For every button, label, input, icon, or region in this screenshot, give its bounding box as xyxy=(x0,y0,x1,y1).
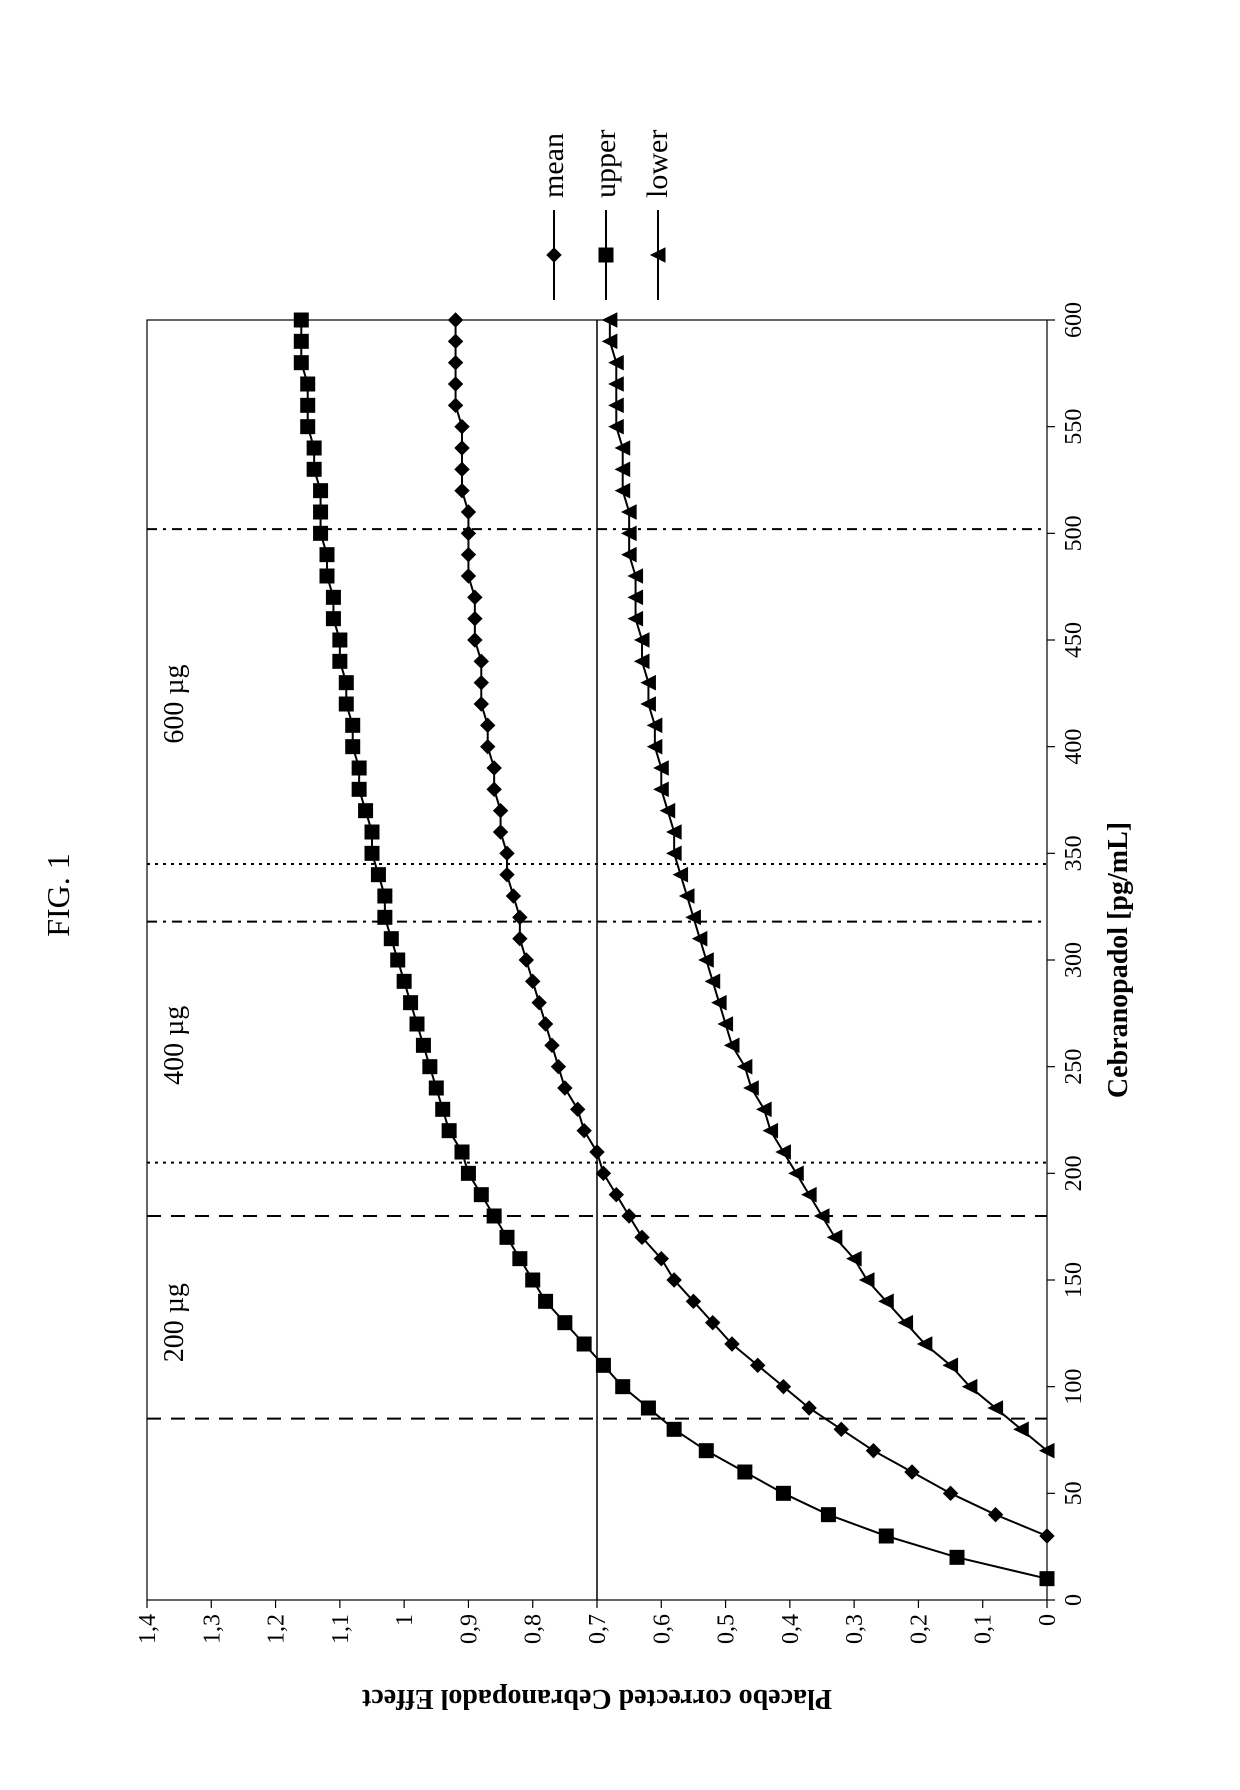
chart-area: 0 0,1 0,2 0,3 0,4 0,5 0,6 0,7 0,8 0,9 1 1,1 1,2 1,3 1,… xyxy=(87,0,1227,1790)
legend: mean upper lower xyxy=(537,130,693,300)
svg-text:50: 50 xyxy=(1061,1481,1087,1505)
series-upper xyxy=(294,313,1054,1586)
series-mean xyxy=(449,313,1054,1543)
square-icon xyxy=(596,245,616,265)
legend-item-lower: lower xyxy=(641,130,675,300)
svg-text:450: 450 xyxy=(1061,622,1087,658)
svg-text:1: 1 xyxy=(392,1614,418,1626)
triangle-icon xyxy=(648,245,668,265)
svg-text:Cebranopadol [pg/mL]: Cebranopadol [pg/mL] xyxy=(1103,822,1134,1098)
svg-text:400 µg: 400 µg xyxy=(159,1006,190,1085)
page: FIG. 1 0 0,1 0,2 0,3 0,4 0,5 0,6 0,7 0,8 0,9 1 1,1 1… xyxy=(0,0,1240,1790)
svg-text:0: 0 xyxy=(1061,1594,1087,1606)
svg-text:0,6: 0,6 xyxy=(649,1614,675,1644)
svg-text:1,3: 1,3 xyxy=(199,1614,225,1644)
legend-label-mean: mean xyxy=(537,133,571,198)
svg-text:550: 550 xyxy=(1061,409,1087,445)
svg-text:0,7: 0,7 xyxy=(585,1614,611,1644)
svg-text:0,2: 0,2 xyxy=(906,1614,932,1644)
svg-text:150: 150 xyxy=(1061,1262,1087,1298)
svg-text:250: 250 xyxy=(1061,1049,1087,1085)
svg-text:400: 400 xyxy=(1061,729,1087,765)
legend-line-lower xyxy=(657,210,659,300)
svg-text:600 µg: 600 µg xyxy=(159,664,190,743)
svg-text:0,8: 0,8 xyxy=(521,1614,547,1644)
legend-line-mean xyxy=(553,210,555,300)
svg-text:350: 350 xyxy=(1061,835,1087,871)
svg-text:500: 500 xyxy=(1061,515,1087,551)
svg-text:100: 100 xyxy=(1061,1369,1087,1405)
legend-item-upper: upper xyxy=(589,130,623,300)
svg-text:0,1: 0,1 xyxy=(971,1614,997,1644)
svg-text:300: 300 xyxy=(1061,942,1087,978)
landscape-container: FIG. 1 0 0,1 0,2 0,3 0,4 0,5 0,6 0,7 0,8 0,9 1 1,1 1… xyxy=(0,0,1240,1790)
legend-label-lower: lower xyxy=(641,130,675,198)
svg-text:0,4: 0,4 xyxy=(778,1614,804,1644)
diamond-icon xyxy=(544,245,564,265)
legend-item-mean: mean xyxy=(537,130,571,300)
svg-text:0,3: 0,3 xyxy=(842,1614,868,1644)
figure-title: FIG. 1 xyxy=(0,0,87,1790)
svg-text:600: 600 xyxy=(1061,302,1087,338)
legend-label-upper: upper xyxy=(589,130,623,198)
svg-text:200: 200 xyxy=(1061,1155,1087,1191)
svg-text:200 µg: 200 µg xyxy=(159,1283,190,1362)
svg-text:0: 0 xyxy=(1035,1614,1061,1626)
svg-text:1,2: 1,2 xyxy=(264,1614,290,1644)
svg-text:1,4: 1,4 xyxy=(135,1614,161,1644)
legend-line-upper xyxy=(605,210,607,300)
svg-text:0,9: 0,9 xyxy=(456,1614,482,1644)
svg-text:0,5: 0,5 xyxy=(714,1614,740,1644)
svg-text:1,1: 1,1 xyxy=(328,1614,354,1644)
svg-text:Placebo corrected Cebranopadol: Placebo corrected Cebranopadol Effect xyxy=(361,1683,832,1714)
series-lower xyxy=(603,313,1054,1458)
